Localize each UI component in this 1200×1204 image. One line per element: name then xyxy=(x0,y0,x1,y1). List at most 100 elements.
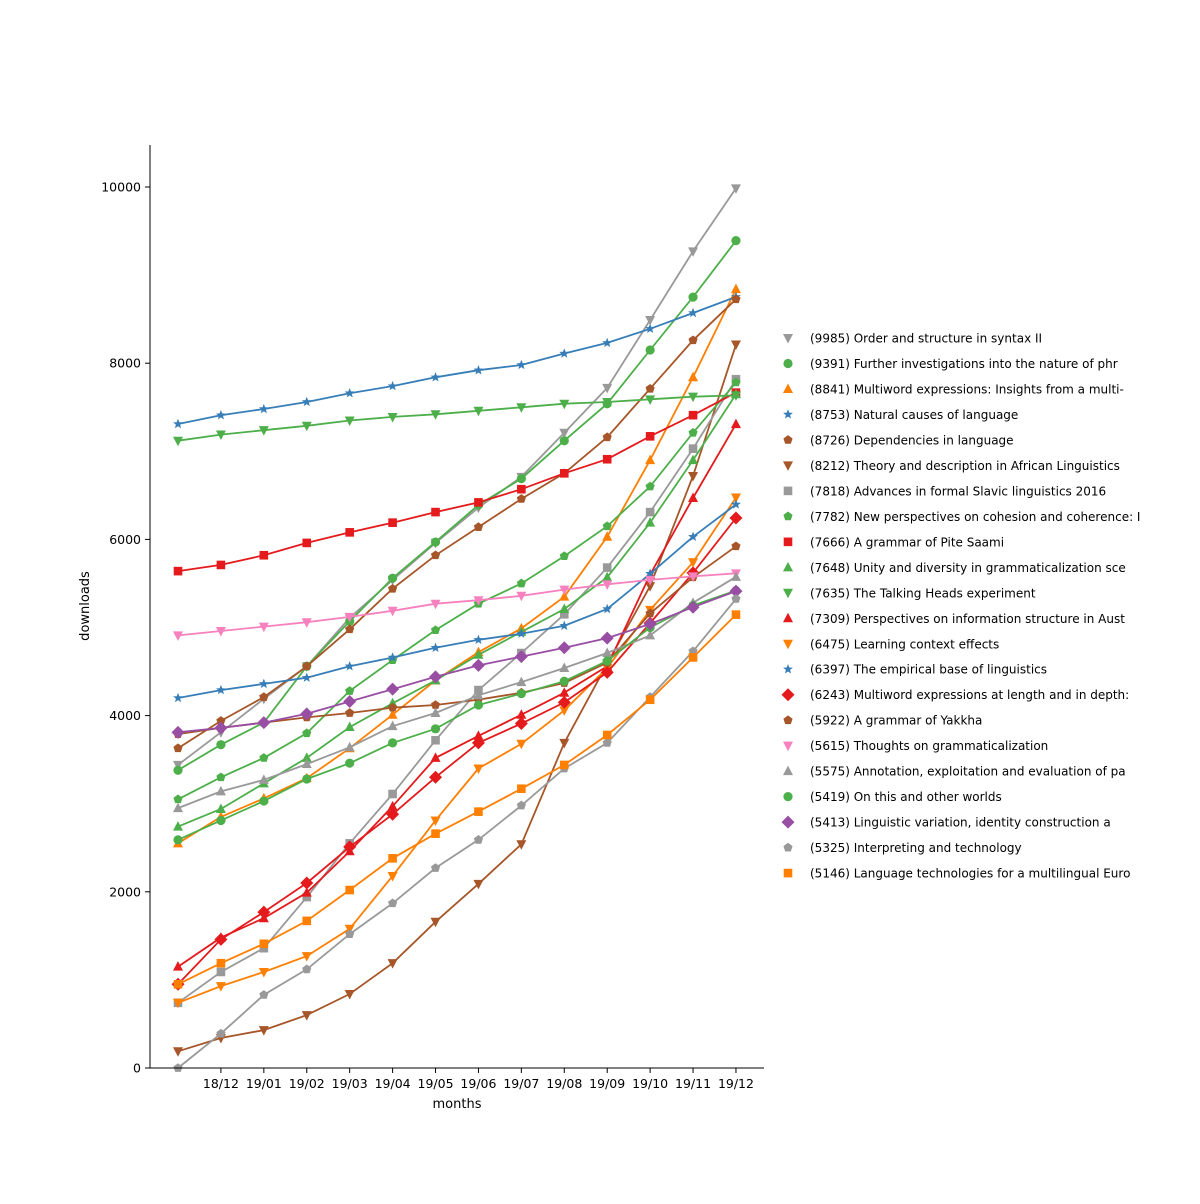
legend-label: (5325) Interpreting and technology xyxy=(810,841,1022,855)
data-point xyxy=(731,610,741,619)
data-point xyxy=(345,758,355,768)
series-line xyxy=(177,517,737,985)
data-point xyxy=(602,454,612,464)
data-point xyxy=(388,789,397,799)
data-point xyxy=(258,403,269,414)
series-13 xyxy=(173,499,741,703)
data-point xyxy=(559,603,570,613)
data-point xyxy=(345,929,355,938)
data-point xyxy=(173,631,183,641)
data-point xyxy=(258,426,269,436)
data-point xyxy=(688,307,698,318)
legend-item: (6243) Multiword expressions at length a… xyxy=(781,688,1129,702)
data-point xyxy=(645,323,656,334)
data-point xyxy=(731,377,741,387)
legend-item: (8841) Multiword expressions: Insights f… xyxy=(783,382,1124,396)
data-point xyxy=(300,876,314,890)
legend-label: (5419) On this and other worlds xyxy=(810,790,1002,804)
data-point xyxy=(559,676,569,686)
x-tick-label: 19/04 xyxy=(375,1076,411,1091)
data-point xyxy=(514,650,528,664)
legend-marker xyxy=(783,334,793,344)
legend-item: (5419) On this and other worlds xyxy=(783,790,1002,804)
data-point xyxy=(516,709,527,719)
data-point xyxy=(173,566,183,576)
data-point xyxy=(559,428,570,439)
data-point xyxy=(729,584,743,598)
series-0 xyxy=(173,184,741,771)
data-point xyxy=(301,672,312,682)
data-point xyxy=(559,551,569,561)
legend-label: (5575) Annotation, exploitation and eval… xyxy=(810,765,1126,779)
legend-marker xyxy=(783,741,793,752)
data-point xyxy=(645,568,656,578)
data-point xyxy=(730,418,741,429)
data-point xyxy=(514,717,528,731)
data-point xyxy=(602,337,613,348)
data-point xyxy=(688,247,699,257)
data-point xyxy=(516,628,527,638)
data-point xyxy=(645,608,655,618)
legend-item: (7818) Advances in formal Slavic linguis… xyxy=(783,484,1106,498)
data-point xyxy=(430,372,441,382)
legend-item: (7782) New perspectives on cohesion and … xyxy=(783,510,1140,524)
legend-item: (8726) Dependencies in language xyxy=(783,433,1014,447)
data-point xyxy=(473,835,484,844)
data-point xyxy=(645,345,655,355)
legend-marker xyxy=(783,765,793,776)
legend: (9985) Order and structure in syntax II (… xyxy=(781,332,1140,881)
legend-marker xyxy=(783,639,793,650)
data-point xyxy=(602,580,613,590)
data-point xyxy=(259,939,269,949)
series-line xyxy=(177,240,737,771)
series-10 xyxy=(173,391,741,447)
data-point xyxy=(688,335,698,345)
data-point xyxy=(516,800,526,810)
data-point xyxy=(517,784,526,794)
legend-label: (7648) Unity and diversity in grammatica… xyxy=(810,561,1126,575)
data-point xyxy=(473,879,484,890)
data-point xyxy=(216,815,226,826)
data-point xyxy=(688,454,699,465)
legend-item: (5325) Interpreting and technology xyxy=(783,841,1022,855)
series-line xyxy=(177,572,737,637)
data-point xyxy=(688,371,699,382)
legend-item: (7309) Perspectives on information struc… xyxy=(783,612,1125,626)
data-point xyxy=(387,720,398,731)
data-point xyxy=(301,952,312,962)
data-point xyxy=(688,444,698,453)
data-point xyxy=(516,494,526,503)
legend-label: (8212) Theory and description in African… xyxy=(810,459,1120,473)
data-point xyxy=(731,541,741,551)
data-point xyxy=(173,743,183,753)
data-point xyxy=(602,397,613,408)
data-point xyxy=(302,538,312,548)
data-point xyxy=(301,618,312,628)
data-point xyxy=(258,622,269,633)
legend-marker xyxy=(783,383,793,393)
data-point xyxy=(216,958,226,968)
series-8 xyxy=(173,388,741,576)
series-17 xyxy=(173,571,741,813)
data-point xyxy=(602,603,613,614)
legend-label: (5615) Thoughts on grammaticalization xyxy=(810,739,1048,753)
data-point xyxy=(473,634,484,645)
data-point xyxy=(516,403,527,413)
series-14 xyxy=(171,511,743,991)
data-point xyxy=(517,484,526,494)
data-point xyxy=(216,560,226,570)
data-point xyxy=(257,716,271,730)
data-point xyxy=(559,609,569,619)
data-point xyxy=(602,571,613,582)
legend-marker xyxy=(783,612,793,623)
data-point xyxy=(731,236,741,246)
data-point xyxy=(387,800,398,811)
x-tick-label: 19/01 xyxy=(246,1076,282,1091)
x-axis-label: months xyxy=(433,1097,482,1112)
data-point xyxy=(645,695,655,705)
data-point xyxy=(173,802,183,813)
data-point xyxy=(645,507,655,517)
data-point xyxy=(557,695,571,709)
data-point xyxy=(516,739,527,750)
y-tick-label: 8000 xyxy=(109,356,141,371)
